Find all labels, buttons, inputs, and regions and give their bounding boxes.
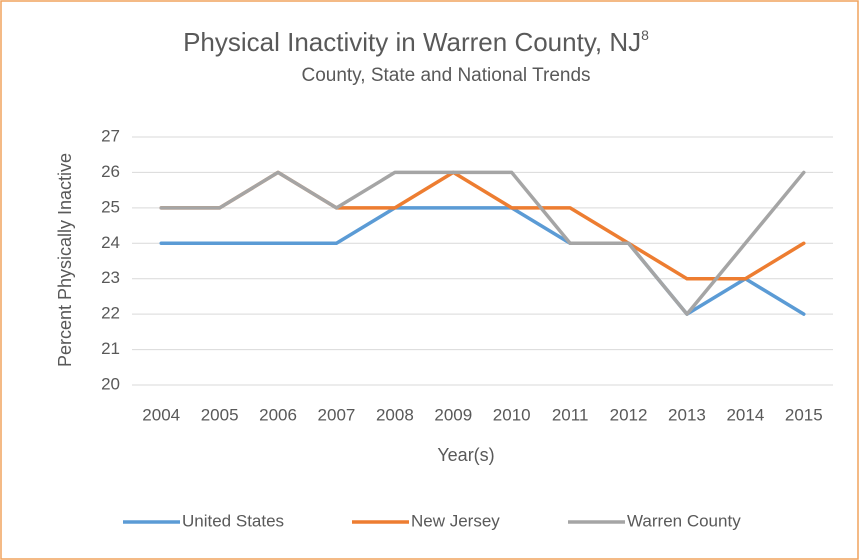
- x-tick-label: 2013: [668, 405, 706, 424]
- y-tick-label: 25: [101, 197, 120, 216]
- y-tick-label: 26: [101, 162, 120, 181]
- x-tick-label: 2011: [552, 405, 589, 424]
- chart-title-text: Physical Inactivity in Warren County, NJ: [183, 27, 641, 57]
- x-axis-label: Year(s): [437, 445, 494, 465]
- y-tick-label: 27: [101, 126, 120, 145]
- legend-label: United States: [182, 511, 284, 530]
- y-tick-label: 24: [101, 233, 120, 252]
- x-tick-label: 2010: [493, 405, 531, 424]
- x-tick-label: 2012: [610, 405, 648, 424]
- x-tick-label: 2009: [434, 405, 472, 424]
- series-line: [159, 170, 806, 316]
- y-tick-label: 21: [101, 339, 120, 358]
- y-tick-label: 20: [101, 374, 120, 393]
- x-tick-label: 2014: [726, 405, 764, 424]
- y-axis-label: Percent Physically Inactive: [55, 153, 75, 367]
- legend-label: Warren County: [627, 511, 741, 530]
- x-tick-label: 2015: [785, 405, 823, 424]
- x-tick-label: 2005: [201, 405, 239, 424]
- y-tick-label: 23: [101, 268, 120, 287]
- chart-title: Physical Inactivity in Warren County, NJ…: [183, 27, 649, 57]
- x-tick-label: 2006: [259, 405, 297, 424]
- legend-label: New Jersey: [411, 511, 500, 530]
- x-tick-label: 2008: [376, 405, 414, 424]
- series-line: [159, 206, 806, 316]
- x-tick-label: 2004: [142, 405, 180, 424]
- chart-subtitle: County, State and National Trends: [301, 65, 590, 86]
- title-footnote: 8: [641, 27, 649, 43]
- y-tick-label: 22: [101, 304, 120, 323]
- x-tick-label: 2007: [318, 405, 356, 424]
